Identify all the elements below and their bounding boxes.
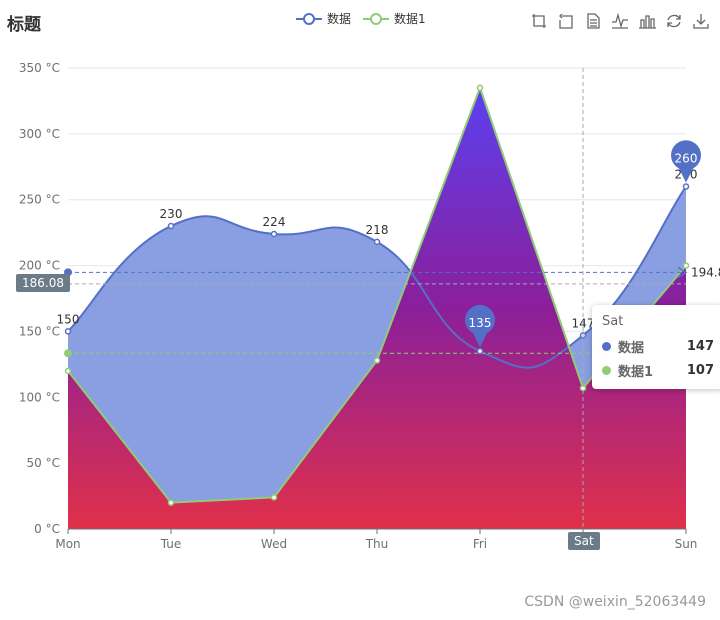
tooltip-row: 数据 147 bbox=[602, 337, 714, 356]
series-2-point bbox=[373, 357, 381, 364]
tooltip-series-value: 107 bbox=[686, 363, 714, 378]
pin-shape bbox=[671, 140, 701, 183]
bar-chart-icon[interactable] bbox=[638, 12, 656, 30]
tooltip-series-name: 数据1 bbox=[618, 365, 654, 380]
series-1-data-label: 150 bbox=[57, 312, 80, 326]
series-1-point bbox=[373, 238, 381, 246]
pin-label: 135 bbox=[469, 316, 492, 330]
max-pin: 260 bbox=[671, 140, 701, 183]
series-1-point bbox=[270, 230, 278, 238]
tooltip-row: 数据1 107 bbox=[602, 361, 714, 380]
legend-label: 数据1 bbox=[394, 12, 426, 26]
x-tick-label: Thu bbox=[365, 537, 389, 551]
watermark: CSDN @weixin_52063449 bbox=[524, 594, 706, 610]
tooltip: Sat 数据 147 数据1 107 bbox=[592, 305, 720, 389]
series-dot-icon bbox=[602, 366, 611, 375]
series-2-point bbox=[64, 367, 72, 375]
x-axis-pointer-label: Sat bbox=[568, 532, 600, 550]
y-tick-label: 300 °C bbox=[19, 127, 60, 141]
series-1-area bbox=[68, 87, 686, 503]
y-tick-label: 350 °C bbox=[19, 61, 60, 75]
zoom-icon[interactable] bbox=[530, 12, 548, 30]
pin-label: 260 bbox=[675, 152, 698, 166]
chart-title: 标题 bbox=[7, 15, 41, 35]
series-1-point bbox=[64, 328, 72, 335]
legend: 数据 数据1 bbox=[296, 10, 426, 27]
series-2-area-top bbox=[68, 87, 686, 529]
series-2-point bbox=[167, 499, 175, 506]
tooltip-series-name: 数据 bbox=[618, 341, 645, 356]
x-tick-label: Wed bbox=[261, 537, 287, 551]
x-tick-label: Mon bbox=[55, 537, 80, 551]
legend-line-icon bbox=[363, 12, 390, 25]
tooltip-title: Sat bbox=[602, 314, 624, 329]
toolbox bbox=[530, 12, 710, 30]
y-tick-label: 200 °C bbox=[19, 259, 60, 273]
y-tick-label: 50 °C bbox=[27, 456, 60, 470]
y-tick-label: 150 °C bbox=[19, 324, 60, 338]
series-1-point bbox=[476, 347, 484, 355]
y-tick-label: 250 °C bbox=[19, 193, 60, 207]
series-1-point bbox=[682, 183, 690, 190]
zoom-reset-icon[interactable] bbox=[557, 12, 575, 30]
legend-item-series-1[interactable]: 数据 bbox=[296, 10, 351, 27]
mark-line-start bbox=[64, 349, 72, 358]
y-axis-pointer-label: 186.08 bbox=[16, 274, 70, 292]
restore-icon[interactable] bbox=[665, 12, 683, 30]
save-image-icon[interactable] bbox=[692, 12, 710, 30]
series-dot-icon bbox=[602, 342, 611, 351]
data-view-icon[interactable] bbox=[584, 12, 602, 30]
legend-item-series-2[interactable]: 数据1 bbox=[363, 10, 426, 27]
mark-line-arrow bbox=[677, 266, 688, 278]
legend-line-icon bbox=[296, 12, 322, 25]
series-2-point bbox=[270, 494, 278, 501]
x-tick-label: Fri bbox=[473, 537, 487, 551]
legend-label: 数据 bbox=[327, 12, 352, 26]
series-2-point bbox=[682, 262, 690, 269]
series-1-data-label: 218 bbox=[366, 223, 389, 237]
y-tick-label: 0 °C bbox=[34, 522, 60, 536]
min-pin: 135 bbox=[465, 304, 495, 348]
y-tick-label: 100 °C bbox=[19, 390, 60, 404]
mark-line-label: 194.8 bbox=[691, 265, 720, 279]
tooltip-series-value: 147 bbox=[686, 339, 714, 354]
x-tick-label: Sun bbox=[675, 537, 698, 551]
series-1-data-label: 230 bbox=[160, 207, 183, 221]
pin-shape bbox=[465, 304, 495, 348]
x-tick-label: Tue bbox=[160, 537, 182, 551]
line-chart-icon[interactable] bbox=[611, 12, 629, 30]
series-1-point bbox=[167, 222, 175, 230]
series-2-point bbox=[476, 84, 484, 92]
series-1-data-label: 224 bbox=[263, 215, 286, 229]
